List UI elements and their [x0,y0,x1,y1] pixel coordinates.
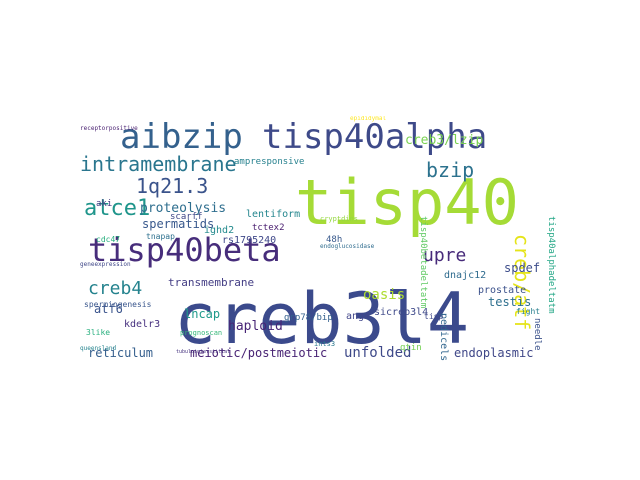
word-tisp40alphadeltatm: tisp40alphadeltatm [546,216,556,314]
word-ints3: ints3 [314,340,336,348]
word-rs1795240: rs1795240 [222,235,277,246]
word-aibzip: aibzip [120,117,243,157]
word-ighd2: ighd2 [204,225,235,236]
word-lentiform: lentiform [246,209,301,220]
word-spdef: spdef [504,261,541,275]
word-3like: 3like [86,328,111,337]
word-qtin: qtin [400,343,422,353]
word-scarff: scarff [170,212,203,222]
word-unfolded: unfolded [344,345,412,361]
word-meiotic-postmeiotic: meiotic/postmeiotic [190,346,328,360]
word-grp78-bip: grp78/bip [284,313,333,323]
word-prognoscan: prognoscan [180,329,223,337]
word-1q21-3: 1q21.3 [136,174,209,198]
word-ang4: ang4 [346,311,371,322]
word-endoglucosidase: endoglucosidase [320,243,375,250]
word-creb3l4: creb3l4 [174,278,470,360]
word-transmembrane: transmembrane [168,276,255,289]
word-intramembrane: intramembrane [80,152,237,176]
word-prostate: prostate [478,285,527,296]
word-creb3-lzip: creb3/lzip [405,133,484,148]
word-tnapap: tnapap [146,232,175,241]
word-needle: needle [532,318,542,351]
word-tisp40: tisp40 [295,166,519,239]
word-tisp40betadeltatm: tisp40betadeltatm [418,216,428,309]
word-tctex2: tctex2 [252,223,285,233]
word-proteolysis: proteolysis [140,201,227,216]
word-reticulum: reticulum [88,346,154,360]
word-kdelr3: kdelr3 [124,319,161,330]
word-pedicels: pedicels [438,313,449,362]
word-receptorpositive: receptorpositive [80,125,138,132]
word-dnajc12: dnajc12 [444,270,487,281]
word-48h: 48h [326,235,343,245]
word-geneexpression: geneexpression [80,261,131,268]
word-epididymal: epididymal [350,116,387,122]
word-haploid: haploid [228,319,283,334]
word-atce1: atce1 [84,196,151,221]
word-tisp: tisp [424,312,444,321]
word-creb4: creb4 [88,278,143,299]
word-upre: upre [423,245,467,266]
word-sicreb3l4: sicreb3l4 [374,307,429,318]
word-ampresponsive: ampresponsive [234,157,305,167]
word-fight: fight [516,307,541,316]
word-atf6: atf6 [94,302,123,316]
word-tubulointerstitial: tubulointerstitial [176,349,231,355]
word-aki: aki [96,199,113,209]
word-cdc47: cdc47 [96,235,121,244]
word-creb-atf: creb/atf [510,234,534,331]
word-cryptdins: cryptdins [320,215,358,223]
word-endoplasmic: endoplasmic [454,346,534,360]
word-tisp40beta: tisp40beta [88,231,281,269]
word-spermatids: spermatids [142,217,215,231]
word-spermiogenesis: spermiogenesis [84,300,152,309]
word-cloud: creb3l4 tisp40 aibzip tisp40alpha tisp40beta… [80,116,570,366]
word-testis: testis [488,295,532,309]
word-queensland: queensland [80,345,117,352]
word-lncap: lncap [184,307,221,321]
word-tisp40alpha: tisp40alpha [262,117,488,157]
word-oasis: oasis [363,287,406,303]
word-bzip: bzip [426,158,475,182]
